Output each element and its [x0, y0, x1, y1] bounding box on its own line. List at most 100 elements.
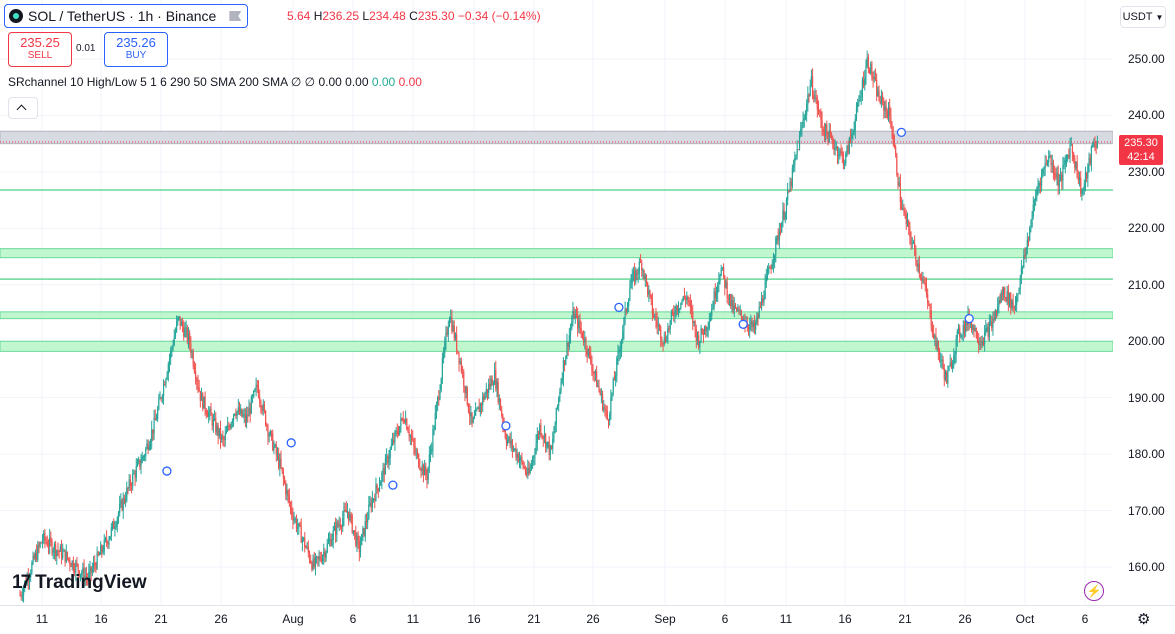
candle-down [976, 337, 979, 341]
candle-down [288, 495, 290, 504]
candle-down [460, 361, 462, 372]
candle-down [540, 424, 542, 435]
candle-down [486, 389, 489, 393]
candle-up [632, 271, 635, 275]
candle-up [142, 456, 144, 458]
price-tick-label: 250.00 [1128, 52, 1165, 66]
candle-down [235, 413, 237, 417]
candle-up [427, 467, 429, 481]
candle-up [898, 182, 900, 186]
candle-up [953, 355, 955, 364]
candle-down [923, 280, 925, 284]
candle-up [485, 389, 487, 395]
candle-down [925, 285, 928, 295]
indicator-name: SRchannel 10 High/Low 5 1 6 290 50 SMA 2… [8, 75, 288, 89]
candle-down [970, 322, 973, 330]
sell-button[interactable]: 235.25 SELL [8, 32, 72, 67]
candle-up [75, 562, 77, 573]
candle-up [720, 268, 722, 276]
collapse-legend-button[interactable] [8, 97, 38, 119]
candle-up [810, 76, 812, 86]
candle-down [676, 305, 678, 311]
event-marker [738, 319, 748, 329]
candle-down [734, 305, 737, 308]
indicator-legend[interactable]: SRchannel 10 High/Low 5 1 6 290 50 SMA 2… [8, 75, 422, 89]
candle-up [870, 63, 872, 74]
candle-up [368, 504, 370, 520]
candle-up [717, 284, 719, 294]
candle-up [114, 527, 116, 529]
candle-down [702, 333, 705, 335]
candle-down [72, 560, 74, 570]
candle-up [488, 384, 490, 393]
candle-down [641, 262, 643, 271]
candle-down [662, 342, 664, 345]
price-scale[interactable] [1113, 0, 1175, 605]
candle-up [116, 518, 118, 526]
gear-icon[interactable]: ⚙ [1137, 611, 1151, 628]
candle-up [435, 404, 438, 414]
candle-up [934, 335, 936, 338]
candle-up [998, 300, 1000, 307]
candle-up [321, 556, 324, 562]
candle-up [316, 556, 318, 558]
candle-down [197, 381, 199, 388]
candle-up [415, 452, 417, 454]
candle-down [422, 465, 425, 476]
flag-icon[interactable] [229, 11, 242, 21]
resistance-zone [0, 130, 1113, 145]
candle-up [1051, 162, 1053, 165]
candle-up [679, 308, 681, 310]
candle-down [280, 458, 282, 468]
candle-down [204, 396, 206, 411]
candle-up [312, 558, 314, 570]
candle-down [164, 383, 166, 386]
candle-up [381, 473, 383, 482]
candle-down [841, 152, 843, 155]
candle-up [91, 568, 93, 573]
candle-up [536, 434, 538, 444]
candle-up [597, 385, 599, 387]
time-scale[interactable] [0, 605, 1113, 634]
time-tick-label: Oct [1015, 612, 1035, 626]
candle-down [769, 267, 771, 269]
candle-down [355, 531, 357, 546]
candle-up [531, 457, 534, 465]
candle-down [656, 320, 658, 327]
candle-up [516, 453, 518, 458]
candle-down [548, 441, 550, 455]
candle-down [899, 182, 901, 203]
currency-selector[interactable]: USDT ▼ [1120, 6, 1166, 28]
candle-up [854, 118, 856, 131]
candle-up [498, 398, 500, 402]
candle-up [795, 154, 797, 159]
candle-down [456, 334, 458, 351]
tradingview-logo[interactable]: 17 TradingView [12, 572, 147, 594]
candle-up [880, 95, 882, 104]
candle-up [159, 397, 161, 400]
candle-down [310, 560, 312, 563]
candle-down [480, 403, 483, 406]
candle-down [403, 421, 406, 423]
candle-up [566, 342, 568, 357]
candle-up [1006, 290, 1008, 302]
candle-down [241, 408, 243, 417]
symbol-search[interactable]: SOL / TetherUS · 1h · Binance [4, 4, 249, 28]
chart-pane[interactable] [0, 0, 1114, 605]
candle-up [574, 314, 576, 319]
candle-down [905, 214, 907, 225]
candle-up [739, 310, 741, 312]
buy-button[interactable]: 235.26 BUY [104, 32, 168, 67]
candle-down [511, 440, 513, 449]
candle-up [666, 340, 668, 342]
candle-down [821, 119, 823, 130]
candle-down [1071, 144, 1074, 154]
candle-up [1064, 159, 1066, 165]
candle-up [84, 575, 86, 581]
candle-down [819, 111, 821, 113]
candle-up [572, 310, 574, 323]
candle-up [803, 117, 805, 120]
flash-icon[interactable]: ⚡ [1084, 581, 1104, 601]
candle-up [549, 446, 551, 455]
price-chart[interactable] [0, 0, 1113, 605]
